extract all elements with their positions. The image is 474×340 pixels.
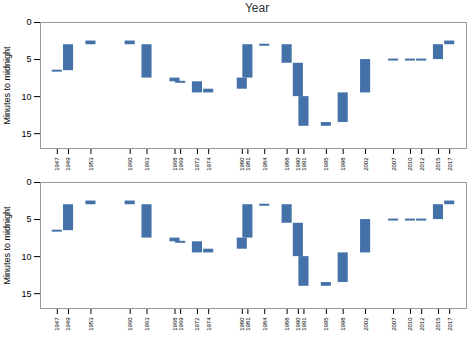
svg-text:1981: 1981	[245, 157, 251, 171]
svg-text:Minutes to midnight: Minutes to midnight	[2, 206, 12, 285]
svg-text:1988: 1988	[284, 317, 290, 331]
svg-text:1969: 1969	[178, 317, 184, 331]
svg-text:1991: 1991	[301, 317, 307, 331]
svg-text:1969: 1969	[178, 157, 184, 171]
svg-text:1988: 1988	[284, 157, 290, 171]
svg-text:1995: 1995	[323, 317, 329, 331]
svg-text:2015: 2015	[435, 157, 441, 171]
svg-text:2012: 2012	[419, 157, 425, 171]
svg-text:1963: 1963	[144, 317, 150, 331]
svg-text:1981: 1981	[245, 317, 251, 331]
svg-text:1963: 1963	[144, 157, 150, 171]
svg-text:1972: 1972	[194, 157, 200, 171]
svg-text:1974: 1974	[206, 317, 212, 331]
svg-text:5: 5	[26, 214, 31, 224]
svg-text:1947: 1947	[54, 317, 60, 331]
svg-text:1990: 1990	[295, 157, 302, 171]
svg-text:1968: 1968	[171, 317, 178, 331]
svg-text:1968: 1968	[171, 157, 178, 171]
svg-text:10: 10	[21, 251, 31, 261]
html-text:Year: Year	[244, 1, 270, 15]
svg-text:2017: 2017	[447, 317, 453, 331]
svg-text:1991: 1991	[301, 157, 307, 171]
svg-text:1953: 1953	[88, 317, 94, 331]
svg-text:1953: 1953	[88, 157, 94, 171]
svg-text:1980: 1980	[239, 317, 246, 331]
svg-text:1980: 1980	[239, 157, 246, 171]
svg-text:1972: 1972	[194, 317, 200, 331]
svg-text:1998: 1998	[340, 157, 346, 171]
svg-text:2012: 2012	[419, 317, 425, 331]
svg-text:1998: 1998	[340, 317, 346, 331]
svg-text:0: 0	[26, 177, 31, 187]
svg-text:1984: 1984	[262, 157, 268, 171]
svg-text:1949: 1949	[65, 317, 71, 331]
svg-text:1949: 1949	[65, 157, 71, 171]
svg-text:2002: 2002	[363, 157, 369, 171]
svg-text:15: 15	[21, 129, 31, 139]
svg-text:1990: 1990	[295, 317, 302, 331]
svg-text:0: 0	[26, 17, 31, 27]
svg-text:1974: 1974	[206, 157, 212, 171]
svg-text:1960: 1960	[127, 317, 133, 331]
svg-text:15: 15	[21, 289, 31, 299]
svg-text:2010: 2010	[407, 317, 413, 331]
svg-text:1947: 1947	[54, 157, 60, 171]
svg-text:2017: 2017	[447, 157, 453, 171]
svg-text:1995: 1995	[323, 157, 329, 171]
svg-text:2007: 2007	[391, 157, 397, 171]
svg-text:5: 5	[26, 54, 31, 64]
svg-text:2007: 2007	[391, 317, 397, 331]
svg-text:1984: 1984	[262, 317, 268, 331]
svg-text:Minutes to midnight: Minutes to midnight	[2, 46, 12, 125]
svg-text:1960: 1960	[127, 157, 133, 171]
svg-text:2015: 2015	[435, 317, 441, 331]
svg-text:10: 10	[21, 91, 31, 101]
svg-text:2002: 2002	[363, 317, 369, 331]
svg-text:2010: 2010	[407, 157, 413, 171]
